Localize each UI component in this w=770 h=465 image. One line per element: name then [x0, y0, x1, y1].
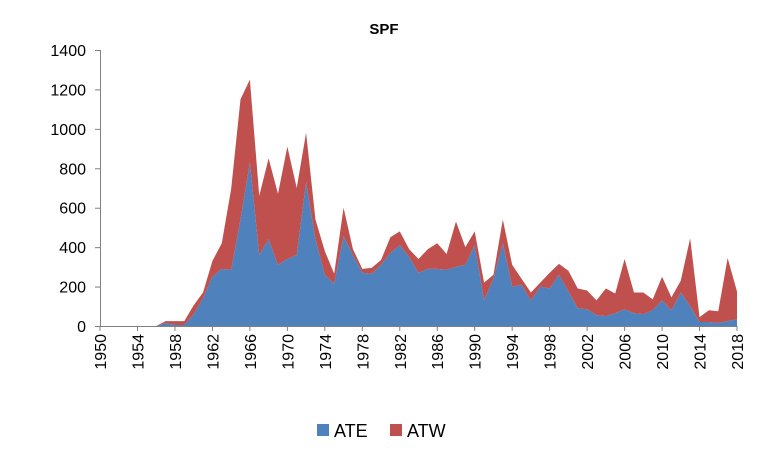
- x-tick-label: 1978: [355, 334, 372, 370]
- x-tick-label: 2002: [580, 334, 597, 370]
- x-tick-label: 1990: [468, 334, 485, 370]
- x-tick-label: 1998: [543, 334, 560, 370]
- x-tick-label: 1994: [505, 334, 522, 370]
- x-tick-label: 1950: [93, 334, 110, 370]
- area-series-atw: [100, 79, 737, 326]
- chart-title: SPF: [369, 21, 398, 38]
- area-series-ate: [100, 162, 737, 326]
- x-tick-label: 1966: [243, 334, 260, 370]
- x-tick-label: 2018: [730, 334, 747, 370]
- legend-swatch-atw: [390, 424, 402, 436]
- x-tick-label: 1962: [205, 334, 222, 370]
- legend-swatch-ate: [317, 424, 329, 436]
- y-tick-label: 200: [59, 280, 86, 297]
- x-tick-label: 1986: [430, 334, 447, 370]
- y-tick-label: 400: [59, 240, 86, 257]
- x-tick-label: 1970: [280, 334, 297, 370]
- x-tick-label: 2010: [655, 334, 672, 370]
- y-tick-label: 800: [59, 161, 86, 178]
- y-tick-label: 1000: [50, 122, 86, 139]
- legend-label-atw: ATW: [407, 421, 446, 441]
- x-tick-label: 1958: [168, 334, 185, 370]
- y-tick-label: 1200: [50, 82, 86, 99]
- x-tick-label: 1954: [130, 334, 147, 370]
- x-tick-label: 1982: [393, 334, 410, 370]
- x-tick-label: 2006: [618, 334, 635, 370]
- x-tick-label: 2014: [693, 334, 710, 370]
- y-axis-ticks: 0 200 400 600 800 1000 1200 1400: [50, 43, 100, 336]
- y-tick-label: 600: [59, 201, 86, 218]
- x-axis-ticks: 1950 1954 1958 1962 1966 1970 1974 1978 1982 1986…: [93, 326, 747, 370]
- x-tick-label: 1974: [318, 334, 335, 370]
- legend: ATE ATW: [317, 421, 446, 441]
- y-tick-label: 1400: [50, 43, 86, 60]
- legend-label-ate: ATE: [334, 421, 368, 441]
- y-tick-label: 0: [77, 319, 86, 336]
- plot-areas: [100, 79, 737, 326]
